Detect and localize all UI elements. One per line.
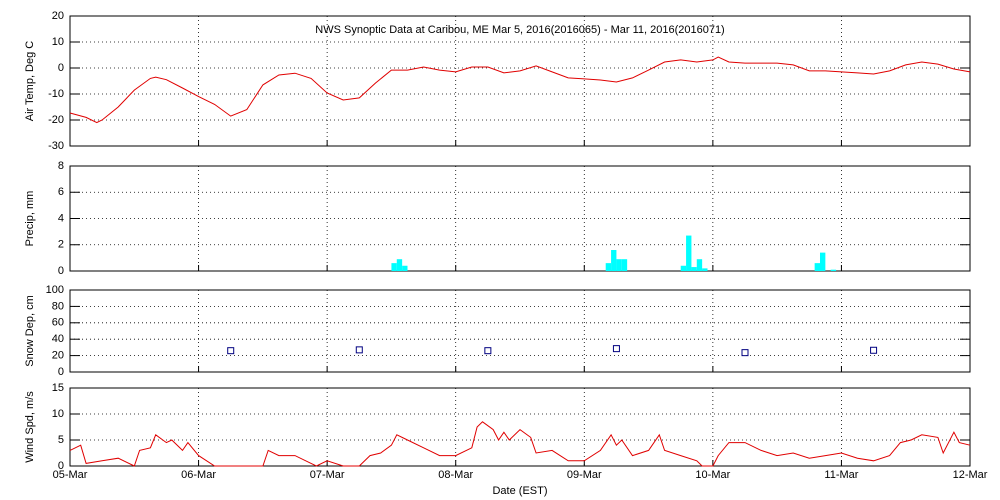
bar — [686, 235, 692, 271]
y-tick-label: 10 — [52, 36, 64, 48]
bar — [820, 252, 826, 271]
bar — [814, 263, 820, 271]
point — [870, 346, 878, 354]
y-tick-label: 40 — [52, 333, 64, 345]
bar — [691, 267, 697, 271]
y-tick-label: 60 — [52, 317, 64, 329]
y-tick-label: 0 — [58, 366, 64, 378]
plot-frame — [69, 289, 971, 373]
plot-frame — [69, 165, 971, 272]
y-axis-label: Wind Spd, m/s — [24, 391, 36, 463]
bar — [680, 265, 687, 271]
bar — [702, 268, 708, 271]
y-tick-label: 0 — [58, 265, 64, 277]
bar — [611, 250, 617, 271]
x-tick-label: 07-Mar — [310, 469, 345, 481]
bar — [605, 263, 612, 271]
data-line — [69, 56, 971, 124]
x-tick-label: 09-Mar — [567, 469, 602, 481]
y-axis-label: Snow Dep, cm — [24, 295, 36, 367]
y-tick-label: 4 — [58, 212, 64, 224]
x-tick-label: 11-Mar — [824, 469, 858, 481]
plot-frame — [69, 387, 971, 467]
bar — [402, 265, 408, 271]
y-tick-label: 80 — [52, 300, 64, 312]
point — [741, 349, 749, 357]
y-tick-label: 6 — [58, 186, 64, 198]
bar — [391, 263, 397, 271]
y-tick-label: -10 — [48, 88, 64, 100]
y-tick-label: 5 — [58, 434, 64, 446]
y-tick-label: 0 — [58, 460, 64, 472]
x-tick-label: 10-Mar — [695, 469, 730, 481]
y-tick-label: 100 — [46, 284, 64, 296]
y-tick-label: -20 — [48, 114, 64, 126]
x-tick-label: 06-Mar — [181, 469, 216, 481]
y-tick-label: 2 — [58, 239, 64, 251]
y-tick-label: 15 — [52, 382, 64, 394]
y-axis-label: Air Temp, Deg C — [24, 41, 36, 122]
y-tick-label: 8 — [58, 160, 64, 172]
bar — [830, 269, 837, 271]
point — [612, 345, 620, 353]
x-tick-label: 05-Mar — [53, 469, 88, 481]
bar — [696, 259, 703, 271]
y-tick-label: 20 — [52, 350, 64, 362]
y-tick-label: 20 — [52, 10, 64, 22]
point — [484, 347, 492, 355]
bar — [396, 259, 403, 271]
bar — [621, 259, 628, 271]
x-tick-label: 12-Mar — [953, 469, 988, 481]
x-axis-label: Date (EST) — [492, 485, 547, 497]
bar — [616, 259, 622, 271]
y-axis-label: Precip, mm — [24, 191, 36, 247]
point — [227, 347, 235, 355]
plot-frame — [69, 15, 971, 147]
chart-title: NWS Synoptic Data at Caribou, ME Mar 5, … — [315, 24, 724, 36]
x-tick-label: 08-Mar — [438, 469, 473, 481]
data-line — [69, 421, 971, 467]
y-tick-label: -30 — [48, 140, 64, 152]
point — [355, 346, 363, 354]
y-tick-label: 10 — [52, 408, 64, 420]
y-tick-label: 0 — [58, 62, 64, 74]
